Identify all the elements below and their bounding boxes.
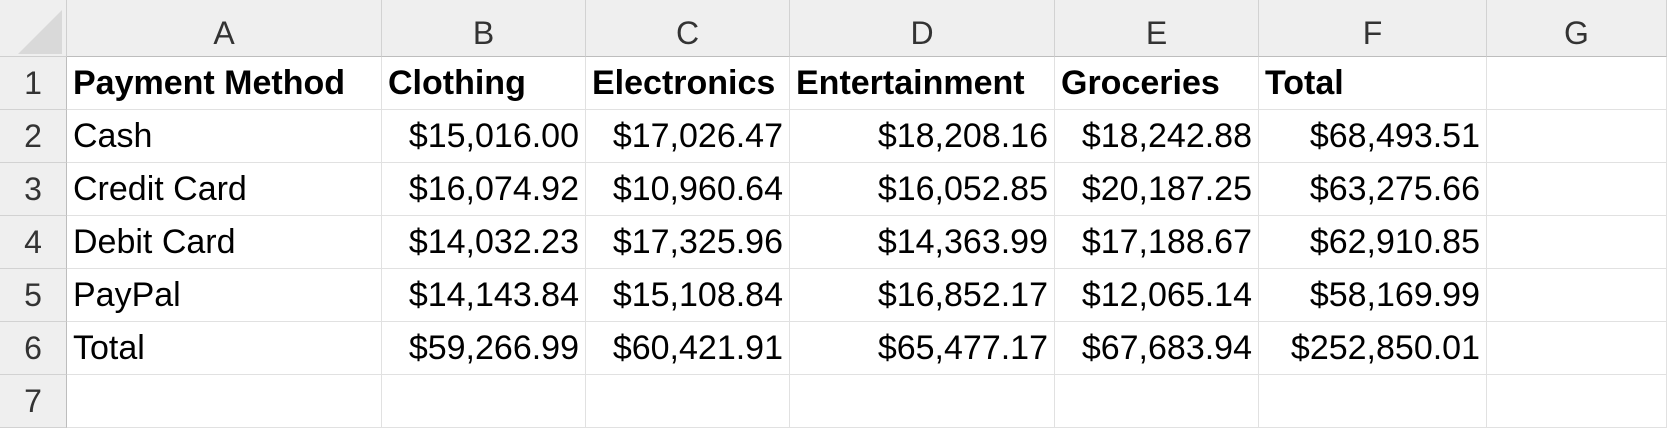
value-cell[interactable]: $20,187.25 bbox=[1055, 163, 1259, 216]
value-cell[interactable]: $12,065.14 bbox=[1055, 269, 1259, 322]
empty-cell[interactable] bbox=[1487, 269, 1667, 322]
value-cell[interactable]: $16,852.17 bbox=[790, 269, 1055, 322]
value-cell[interactable]: $17,325.96 bbox=[586, 216, 790, 269]
empty-cell[interactable] bbox=[1487, 216, 1667, 269]
empty-cell[interactable] bbox=[382, 375, 586, 428]
header-cell[interactable]: Payment Method bbox=[67, 57, 382, 110]
value-cell[interactable]: $59,266.99 bbox=[382, 322, 586, 375]
value-cell[interactable]: $15,108.84 bbox=[586, 269, 790, 322]
row-header-6[interactable]: 6 bbox=[0, 322, 67, 375]
value-cell[interactable]: $62,910.85 bbox=[1259, 216, 1487, 269]
value-cell[interactable]: $18,208.16 bbox=[790, 110, 1055, 163]
row-header-4[interactable]: 4 bbox=[0, 216, 67, 269]
empty-cell[interactable] bbox=[1487, 110, 1667, 163]
row-label-cell[interactable]: Debit Card bbox=[67, 216, 382, 269]
value-cell[interactable]: $67,683.94 bbox=[1055, 322, 1259, 375]
value-cell[interactable]: $252,850.01 bbox=[1259, 322, 1487, 375]
column-header-a[interactable]: A bbox=[67, 0, 382, 57]
empty-cell[interactable] bbox=[1055, 375, 1259, 428]
column-header-g[interactable]: G bbox=[1487, 0, 1667, 57]
value-cell[interactable]: $17,026.47 bbox=[586, 110, 790, 163]
row-header-7[interactable]: 7 bbox=[0, 375, 67, 428]
empty-cell[interactable] bbox=[1487, 322, 1667, 375]
column-header-b[interactable]: B bbox=[382, 0, 586, 57]
value-cell[interactable]: $17,188.67 bbox=[1055, 216, 1259, 269]
row-label-cell[interactable]: Credit Card bbox=[67, 163, 382, 216]
empty-cell[interactable] bbox=[1487, 375, 1667, 428]
value-cell[interactable]: $68,493.51 bbox=[1259, 110, 1487, 163]
value-cell[interactable]: $65,477.17 bbox=[790, 322, 1055, 375]
value-cell[interactable]: $16,052.85 bbox=[790, 163, 1055, 216]
column-header-f[interactable]: F bbox=[1259, 0, 1487, 57]
value-cell[interactable]: $58,169.99 bbox=[1259, 269, 1487, 322]
column-header-d[interactable]: D bbox=[790, 0, 1055, 57]
row-header-2[interactable]: 2 bbox=[0, 110, 67, 163]
row-header-3[interactable]: 3 bbox=[0, 163, 67, 216]
value-cell[interactable]: $18,242.88 bbox=[1055, 110, 1259, 163]
empty-cell[interactable] bbox=[1487, 57, 1667, 110]
column-header-c[interactable]: C bbox=[586, 0, 790, 57]
header-cell[interactable]: Groceries bbox=[1055, 57, 1259, 110]
header-cell[interactable]: Total bbox=[1259, 57, 1487, 110]
value-cell[interactable]: $14,363.99 bbox=[790, 216, 1055, 269]
empty-cell[interactable] bbox=[1487, 163, 1667, 216]
header-cell[interactable]: Clothing bbox=[382, 57, 586, 110]
header-cell[interactable]: Electronics bbox=[586, 57, 790, 110]
select-all-triangle bbox=[18, 10, 62, 54]
row-label-cell[interactable]: PayPal bbox=[67, 269, 382, 322]
header-cell[interactable]: Entertainment bbox=[790, 57, 1055, 110]
column-header-e[interactable]: E bbox=[1055, 0, 1259, 57]
value-cell[interactable]: $14,032.23 bbox=[382, 216, 586, 269]
select-all-corner[interactable] bbox=[0, 0, 67, 57]
value-cell[interactable]: $60,421.91 bbox=[586, 322, 790, 375]
empty-cell[interactable] bbox=[586, 375, 790, 428]
row-label-cell[interactable]: Cash bbox=[67, 110, 382, 163]
value-cell[interactable]: $15,016.00 bbox=[382, 110, 586, 163]
row-header-1[interactable]: 1 bbox=[0, 57, 67, 110]
value-cell[interactable]: $10,960.64 bbox=[586, 163, 790, 216]
row-label-cell[interactable]: Total bbox=[67, 322, 382, 375]
empty-cell[interactable] bbox=[67, 375, 382, 428]
empty-cell[interactable] bbox=[1259, 375, 1487, 428]
empty-cell[interactable] bbox=[790, 375, 1055, 428]
value-cell[interactable]: $16,074.92 bbox=[382, 163, 586, 216]
value-cell[interactable]: $63,275.66 bbox=[1259, 163, 1487, 216]
row-header-5[interactable]: 5 bbox=[0, 269, 67, 322]
value-cell[interactable]: $14,143.84 bbox=[382, 269, 586, 322]
